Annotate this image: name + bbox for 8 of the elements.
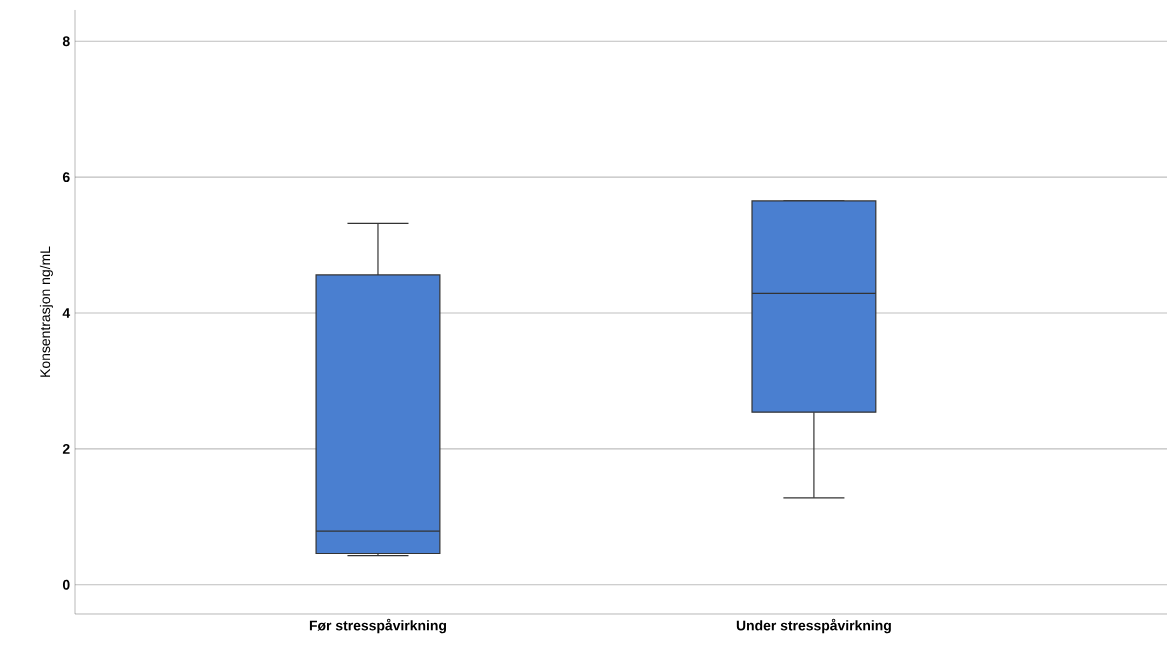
y-tick-label: 2 [62, 444, 70, 454]
y-tick-label: 8 [62, 36, 70, 47]
y-tick-label: 6 [62, 172, 70, 183]
x-tick-label: Før stresspåvirkning [309, 618, 447, 634]
x-tick-label: Under stresspåvirkning [736, 618, 891, 634]
y-tick-label: 0 [62, 579, 70, 590]
y-tick-label: 4 [62, 308, 71, 318]
y-axis-title: Konsentrasjon ng/mL [39, 246, 53, 377]
